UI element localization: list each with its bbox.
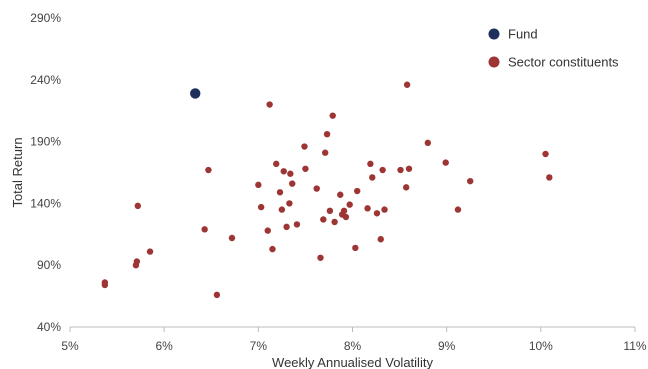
y-tick-label: 140%: [30, 196, 61, 210]
data-points: [101, 81, 553, 299]
sector-point: [301, 143, 308, 150]
y-axis-title: Total Return: [10, 137, 25, 207]
sector-point: [289, 180, 296, 187]
sector-point: [402, 184, 410, 191]
y-tick-label: 90%: [37, 258, 61, 272]
fund-point: [190, 88, 201, 99]
y-tick-label: 190%: [30, 135, 61, 149]
sector-point: [405, 165, 413, 172]
sector-point: [442, 159, 449, 166]
sector-point: [264, 227, 271, 234]
sector-point: [364, 205, 371, 212]
sector-point: [266, 101, 273, 108]
sector-point: [269, 245, 276, 253]
sector-point: [201, 226, 208, 233]
sector-point: [133, 258, 141, 265]
x-tick-label: 7%: [250, 339, 268, 353]
x-axis-ticks: 5% 6% 7% 8% 9% 10% 11%: [61, 327, 647, 353]
legend-label: Sector constituents: [508, 55, 619, 70]
sector-point: [340, 207, 348, 215]
x-tick-label: 8%: [344, 339, 362, 353]
sector-point: [342, 213, 350, 221]
sector-point: [320, 216, 327, 223]
sector-point: [280, 168, 287, 175]
x-tick-label: 11%: [623, 339, 646, 353]
sector-point: [313, 185, 320, 192]
sector-point: [354, 187, 361, 195]
sector-point: [213, 291, 221, 299]
sector-point: [205, 166, 212, 174]
sector-point: [424, 139, 432, 147]
sector-point: [379, 166, 386, 174]
sector-point: [329, 112, 336, 119]
sector-point: [283, 223, 290, 231]
sector-point: [546, 174, 553, 181]
sector-point: [397, 166, 404, 174]
legend: Fund Sector constituents: [488, 27, 619, 70]
sector-point: [273, 160, 280, 168]
legend-marker: [488, 28, 500, 40]
y-axis-ticks: 40% 90% 140% 190% 240% 290%: [30, 11, 61, 334]
sector-point: [381, 206, 388, 213]
sector-point: [403, 81, 411, 88]
x-tick-label: 10%: [529, 339, 553, 353]
sector-point: [286, 200, 293, 207]
sector-point: [369, 174, 376, 181]
sector-point: [146, 248, 154, 255]
sector-point: [326, 207, 334, 215]
sector-point: [287, 170, 294, 177]
sector-point: [331, 218, 338, 226]
sector-point: [467, 177, 474, 185]
y-tick-label: 290%: [30, 11, 61, 25]
sector-point: [337, 191, 344, 198]
sector-point: [276, 189, 284, 196]
sector-point: [346, 201, 353, 208]
x-tick-label: 9%: [438, 339, 456, 353]
sector-point: [257, 203, 265, 211]
x-tick-label: 5%: [61, 339, 79, 353]
sector-point: [317, 254, 324, 261]
sector-point: [377, 236, 384, 243]
legend-marker: [488, 56, 500, 68]
sector-point: [293, 221, 301, 228]
sector-point: [352, 244, 359, 252]
sector-point: [323, 130, 331, 138]
sector-point: [255, 181, 262, 189]
y-tick-label: 240%: [30, 73, 61, 87]
sector-point: [302, 165, 309, 172]
x-axis-title: Weekly Annualised Volatility: [272, 355, 433, 369]
sector-point: [454, 206, 462, 213]
sector-point: [367, 160, 374, 168]
legend-label: Fund: [508, 27, 538, 42]
sector-point: [134, 202, 141, 210]
sector-point: [278, 206, 286, 213]
x-tick-label: 6%: [155, 339, 173, 353]
sector-point: [101, 281, 109, 289]
sector-point: [373, 210, 381, 217]
sector-point: [321, 149, 329, 156]
sector-point: [542, 150, 549, 158]
y-tick-label: 40%: [37, 320, 61, 334]
sector-point: [228, 234, 236, 242]
